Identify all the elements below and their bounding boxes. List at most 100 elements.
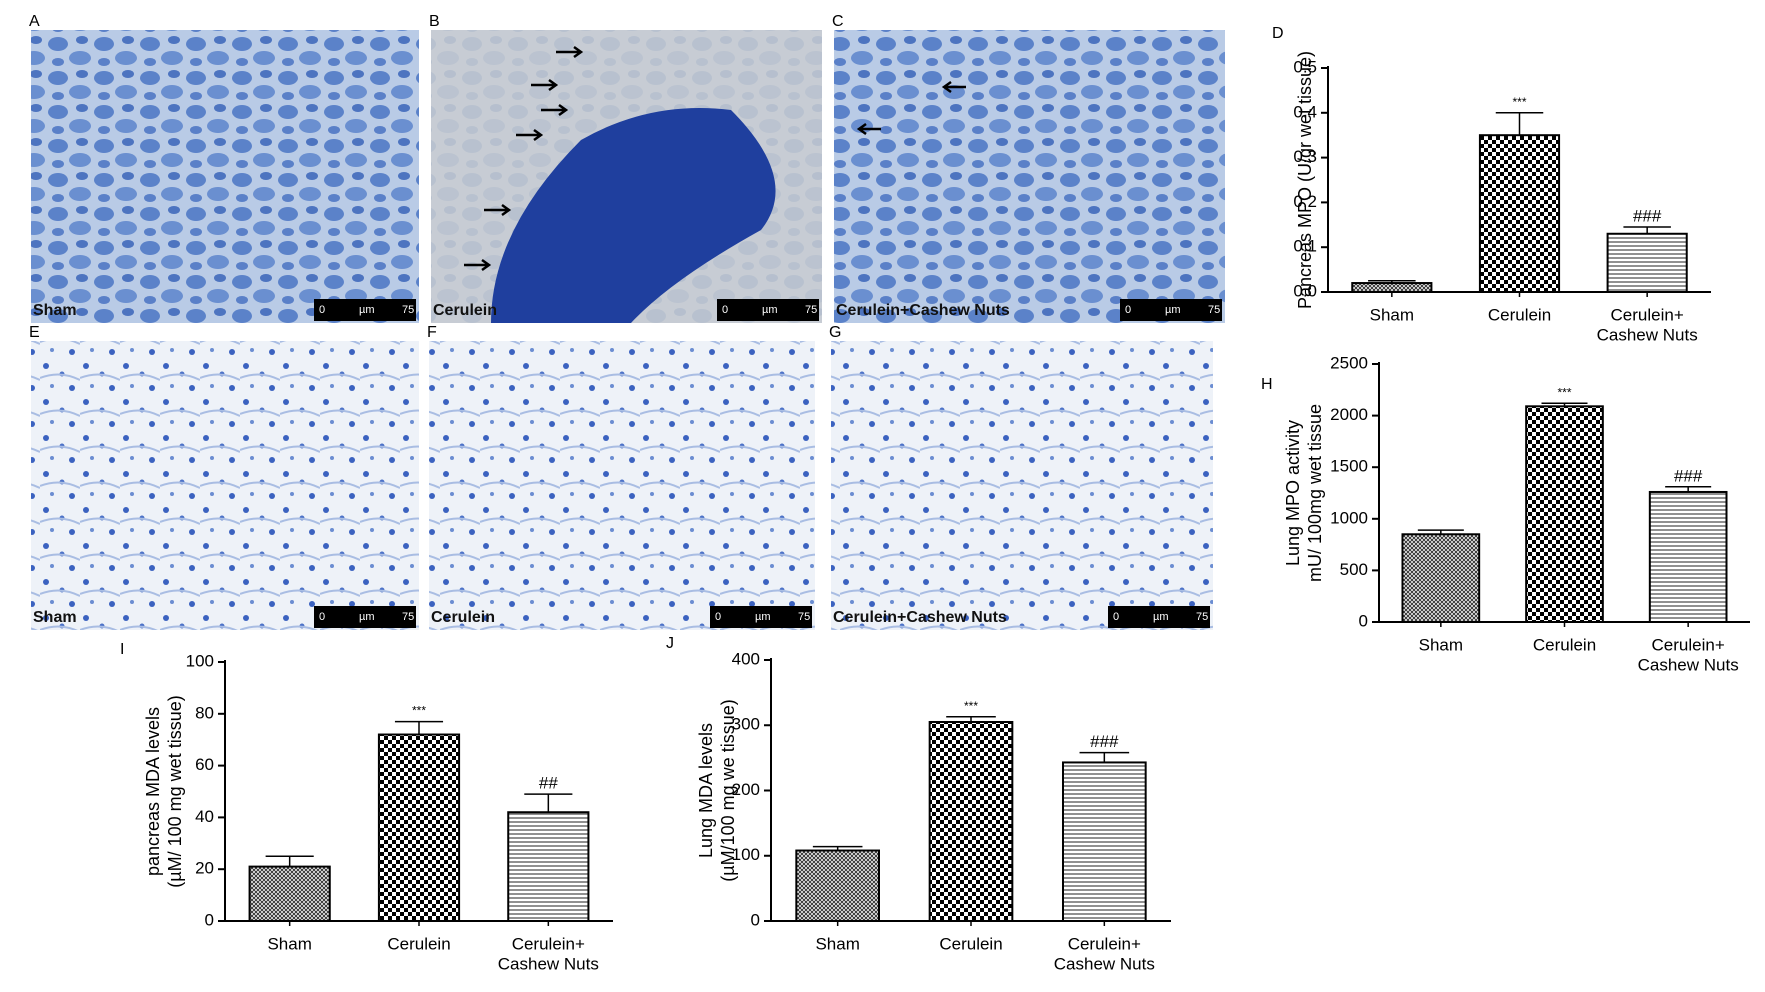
scale-end: 75 [402,611,414,623]
panel-caption: Cerulein [433,302,497,319]
scale-start: 0 [319,304,325,316]
scale-end: 75 [1208,304,1220,316]
y-tick-label: 0.5 [1293,57,1317,76]
x-tick-label: Cerulein+ [1611,305,1684,324]
micrograph [31,341,419,630]
y-tick-label: 0 [205,910,214,929]
bar [1606,232,1688,293]
significance: *** [964,699,978,713]
x-tick-label: Cashew Nuts [1054,954,1155,973]
panel-caption: Cerulein+Cashew Nuts [836,302,1010,319]
significance: ## [539,774,558,793]
y-tick-label: 0.2 [1293,192,1317,211]
y-axis-label: mU/ 100mg wet tissue [1305,404,1325,582]
x-tick-label: Cashew Nuts [498,954,599,973]
arrow [941,80,966,94]
bar [248,865,331,922]
scale-unit: µm [1153,611,1169,623]
scale-start: 0 [1125,304,1131,316]
panel-caption: Cerulein+Cashew Nuts [833,609,1007,626]
y-tick-label: 0 [1359,611,1368,630]
scale-end: 75 [402,304,414,316]
bar [1401,533,1481,624]
arrow [464,258,492,272]
y-tick-label: 100 [732,845,760,864]
y-tick-label: 400 [732,649,760,668]
y-tick-label: 100 [186,651,214,670]
scale-bar [314,299,416,321]
x-tick-label: Cerulein+ [1068,934,1141,953]
y-axis-label: (µM/ 100 mg wet tissue) [165,695,185,887]
x-tick-label: Cashew Nuts [1638,655,1739,674]
arrow [516,128,544,142]
scale-end: 75 [1196,611,1208,623]
x-tick-label: Cerulein [1488,305,1551,324]
scale-start: 0 [722,304,728,316]
y-axis-label: Lung MDA levels [696,723,716,858]
bar [1525,405,1604,624]
y-tick-label: 300 [732,715,760,734]
x-tick-label: Sham [267,934,311,953]
bar [795,849,880,923]
y-tick-label: 200 [732,780,760,799]
y-tick-label: 1500 [1330,457,1368,476]
scale-end: 75 [798,611,810,623]
panel-caption: Cerulein [431,609,495,626]
arrow [531,78,559,92]
panel-letter: F [427,324,437,341]
y-tick-label: 2500 [1330,353,1368,372]
y-tick-label: 1000 [1330,508,1368,527]
scale-bar [1108,606,1210,628]
panel-letter: B [429,13,440,30]
scale-bar [710,606,812,628]
y-tick-label: 0.1 [1293,237,1317,256]
panel-letter: I [120,641,124,658]
significance: *** [1557,385,1571,399]
micrograph [831,341,1213,630]
panel-letter: G [829,324,841,341]
significance: ### [1090,732,1119,751]
panel-letter: D [1272,25,1284,42]
y-tick-label: 60 [195,755,214,774]
y-tick-label: 0.4 [1293,102,1317,121]
scale-bar [717,299,819,321]
arrow [856,122,881,136]
significance: ### [1633,207,1662,226]
y-tick-label: 2000 [1330,405,1368,424]
y-tick-label: 0.3 [1293,147,1317,166]
y-axis-label: pancreas MDA levels [143,707,163,876]
x-tick-label: Cerulein [387,934,450,953]
y-axis-label: Lung MPO activity [1283,420,1303,566]
x-tick-label: Cerulein [939,934,1002,953]
bar [1478,134,1561,293]
micrograph [31,30,419,323]
scale-start: 0 [319,611,325,623]
bar [1648,490,1728,623]
x-tick-label: Cashew Nuts [1597,325,1698,344]
significance: *** [1512,95,1526,109]
x-tick-label: Sham [1419,635,1463,654]
y-axis-label: (µM/100 mg we tissue) [718,699,738,881]
panel-caption: Sham [33,302,77,319]
bar [377,733,461,923]
significance: *** [412,704,426,718]
panel-letter: A [29,13,40,30]
y-axis-label: Pancreas MPO (U/gr wet tissue) [1295,51,1315,309]
x-tick-label: Cerulein+ [1652,635,1725,654]
scale-bar [1120,299,1222,321]
micrograph [834,30,1225,323]
bar [1062,761,1147,922]
tissue-blob [491,108,776,323]
scale-unit: µm [359,304,375,316]
y-tick-label: 80 [195,703,214,722]
panel-letter: H [1261,376,1273,393]
x-tick-label: Cerulein [1533,635,1596,654]
y-tick-label: 0 [751,910,760,929]
x-tick-label: Sham [815,934,859,953]
y-tick-label: 0.0 [1293,281,1317,300]
scale-start: 0 [1113,611,1119,623]
significance: ### [1674,466,1703,485]
x-tick-label: Cerulein+ [512,934,585,953]
